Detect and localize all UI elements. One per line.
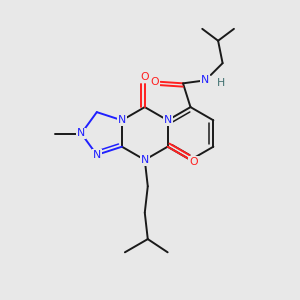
Text: N: N xyxy=(164,115,172,125)
Text: N: N xyxy=(93,150,101,160)
Text: N: N xyxy=(201,75,210,85)
Text: N: N xyxy=(77,128,86,139)
Text: O: O xyxy=(189,157,198,166)
Text: O: O xyxy=(151,77,160,87)
Text: N: N xyxy=(118,115,126,125)
Text: H: H xyxy=(217,78,225,88)
Text: O: O xyxy=(140,72,149,82)
Text: N: N xyxy=(141,155,149,165)
